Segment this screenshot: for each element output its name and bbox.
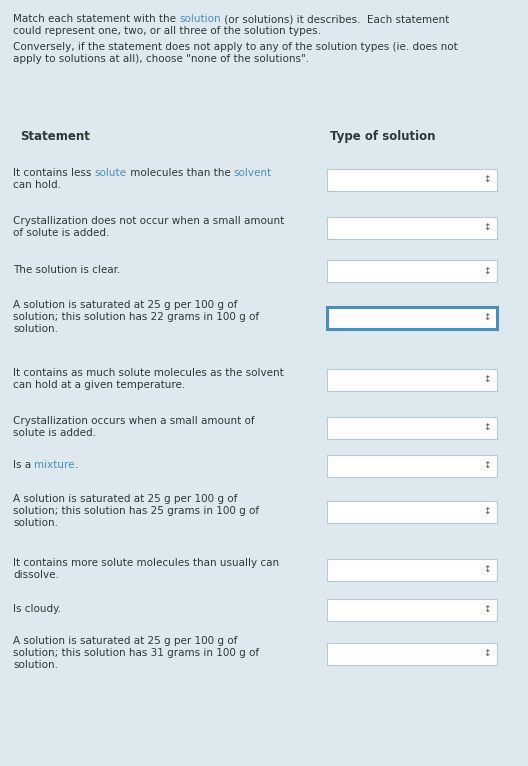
Text: ↕: ↕ (483, 375, 491, 385)
Bar (327, 369, 497, 391)
Text: solution: solution (179, 14, 221, 24)
Text: Is cloudy.: Is cloudy. (13, 604, 61, 614)
Text: ↕: ↕ (483, 508, 491, 516)
Text: Match each statement with the: Match each statement with the (13, 14, 179, 24)
Text: (or solutions) it describes.  Each statement: (or solutions) it describes. Each statem… (221, 14, 449, 24)
Text: A solution is saturated at 25 g per 100 g of: A solution is saturated at 25 g per 100 … (13, 494, 238, 504)
Text: solution.: solution. (13, 324, 58, 334)
Text: solution.: solution. (13, 660, 58, 670)
Text: Crystallization does not occur when a small amount: Crystallization does not occur when a sm… (13, 216, 284, 226)
Text: solvent: solvent (233, 168, 272, 178)
Text: can hold at a given temperature.: can hold at a given temperature. (13, 380, 185, 390)
Text: molecules than the: molecules than the (127, 168, 233, 178)
Text: Is a: Is a (13, 460, 34, 470)
Text: ↕: ↕ (483, 267, 491, 276)
Text: solute is added.: solute is added. (13, 428, 96, 438)
Text: Statement: Statement (20, 130, 90, 143)
Text: ↕: ↕ (483, 313, 491, 322)
Text: .: . (75, 460, 78, 470)
Text: dissolve.: dissolve. (13, 570, 59, 580)
Text: solute: solute (95, 168, 127, 178)
Bar (327, 307, 497, 329)
Bar (327, 217, 497, 239)
Bar (327, 455, 497, 477)
Text: Conversely, if the statement does not apply to any of the solution types (ie. do: Conversely, if the statement does not ap… (13, 42, 458, 52)
Bar (327, 559, 497, 581)
Bar (327, 417, 497, 439)
Bar (327, 599, 497, 621)
Bar (327, 501, 497, 523)
Text: ↕: ↕ (483, 224, 491, 233)
Text: of solute is added.: of solute is added. (13, 228, 109, 238)
Text: ↕: ↕ (483, 424, 491, 433)
Text: solution; this solution has 22 grams in 100 g of: solution; this solution has 22 grams in … (13, 312, 259, 322)
Text: It contains as much solute molecules as the solvent: It contains as much solute molecules as … (13, 368, 284, 378)
Text: can hold.: can hold. (13, 180, 61, 190)
Text: apply to solutions at all), choose "none of the solutions".: apply to solutions at all), choose "none… (13, 54, 309, 64)
Text: ↕: ↕ (483, 461, 491, 470)
Bar (327, 643, 497, 665)
Text: solution.: solution. (13, 518, 58, 528)
Text: A solution is saturated at 25 g per 100 g of: A solution is saturated at 25 g per 100 … (13, 636, 238, 646)
Text: ↕: ↕ (483, 175, 491, 185)
Text: It contains more solute molecules than usually can: It contains more solute molecules than u… (13, 558, 279, 568)
Bar (327, 169, 497, 191)
Text: ↕: ↕ (483, 605, 491, 614)
Text: The solution is clear.: The solution is clear. (13, 265, 120, 275)
Text: solution; this solution has 25 grams in 100 g of: solution; this solution has 25 grams in … (13, 506, 259, 516)
Bar (327, 260, 497, 282)
Text: A solution is saturated at 25 g per 100 g of: A solution is saturated at 25 g per 100 … (13, 300, 238, 310)
Text: mixture: mixture (34, 460, 75, 470)
Text: It contains less: It contains less (13, 168, 95, 178)
Text: Crystallization occurs when a small amount of: Crystallization occurs when a small amou… (13, 416, 254, 426)
Text: solution; this solution has 31 grams in 100 g of: solution; this solution has 31 grams in … (13, 648, 259, 658)
Text: Type of solution: Type of solution (330, 130, 436, 143)
Text: could represent one, two, or all three of the solution types.: could represent one, two, or all three o… (13, 26, 321, 36)
Text: ↕: ↕ (483, 565, 491, 574)
Text: ↕: ↕ (483, 650, 491, 659)
